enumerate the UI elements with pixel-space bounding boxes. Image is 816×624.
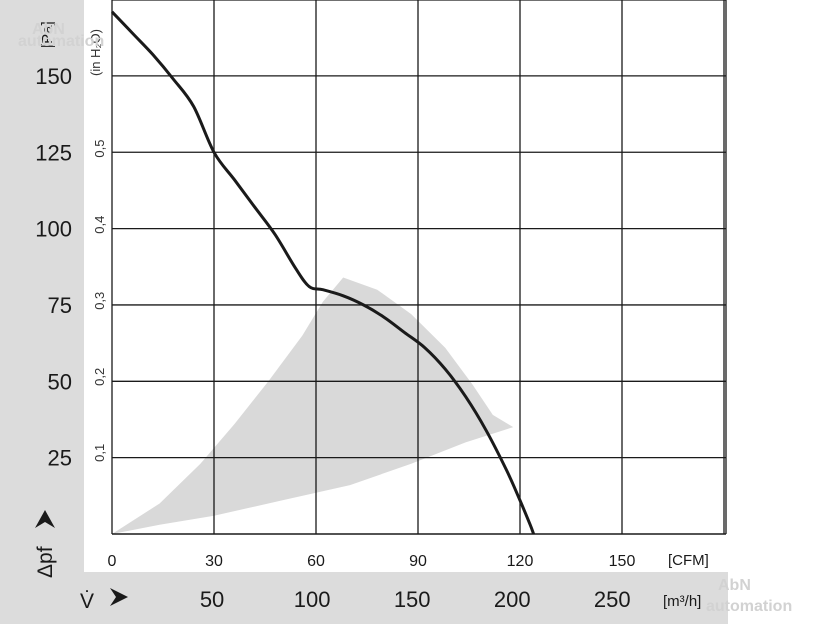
- m3h-unit-label: [m³/h]: [663, 593, 701, 610]
- x-cfm-tick-labels: 0 30 60 90 120 150: [108, 553, 636, 570]
- x-arrow-icon: [110, 588, 128, 606]
- x-m3h-tick-label: 250: [594, 587, 631, 612]
- y-pa-tick-label: 50: [48, 369, 72, 394]
- y-pa-tick-label: 125: [35, 140, 72, 165]
- y-inh2o-tick-labels: 0,1 0,2 0,3 0,4 0,5: [92, 140, 107, 462]
- x-m3h-tick-label: 150: [394, 587, 431, 612]
- y-inh2o-tick-label: 0,3: [92, 292, 107, 310]
- y-pa-tick-label: 150: [35, 64, 72, 89]
- fan-operating-region: [112, 277, 514, 534]
- y-axis-symbol: Δpf: [34, 546, 57, 578]
- y-inh2o-tick-label: 0,1: [92, 444, 107, 462]
- watermark-top-sub: automation: [18, 33, 104, 50]
- y-pa-tick-labels: 25 50 75 100 125 150: [35, 64, 72, 471]
- grid-lines: [111, 0, 727, 535]
- x-cfm-tick-label: 150: [609, 553, 636, 570]
- x-cfm-tick-label: 60: [307, 553, 325, 570]
- fan-curve: [110, 10, 536, 535]
- x-m3h-tick-label: 100: [294, 587, 331, 612]
- watermark-bottom-sub: automation: [706, 598, 792, 615]
- y-pa-tick-label: 25: [48, 446, 72, 471]
- watermark-bottom: AbN: [718, 577, 751, 594]
- x-cfm-tick-label: 0: [108, 553, 117, 570]
- x-cfm-tick-label: 30: [205, 553, 223, 570]
- y-pa-tick-label: 100: [35, 217, 72, 242]
- x-m3h-tick-label: 50: [200, 587, 224, 612]
- x-axis-symbol: V̇: [80, 590, 94, 613]
- y-arrow-icon: [35, 510, 55, 528]
- y-inh2o-tick-label: 0,4: [92, 216, 107, 234]
- y-inh2o-tick-label: 0,2: [92, 368, 107, 386]
- inh2o-unit-label: (in H₂O): [88, 29, 103, 76]
- x-cfm-tick-label: 120: [507, 553, 534, 570]
- watermark-top: AbN: [32, 21, 65, 38]
- x-m3h-tick-label: 200: [494, 587, 531, 612]
- pa-unit-label: [Pa]: [39, 21, 56, 48]
- y-pa-tick-label: 75: [48, 293, 72, 318]
- y-inh2o-tick-label: 0,5: [92, 140, 107, 158]
- cfm-unit-label: [CFM]: [668, 552, 709, 569]
- x-m3h-tick-labels: 50 100 150 200 250: [200, 587, 631, 612]
- x-cfm-tick-label: 90: [409, 553, 427, 570]
